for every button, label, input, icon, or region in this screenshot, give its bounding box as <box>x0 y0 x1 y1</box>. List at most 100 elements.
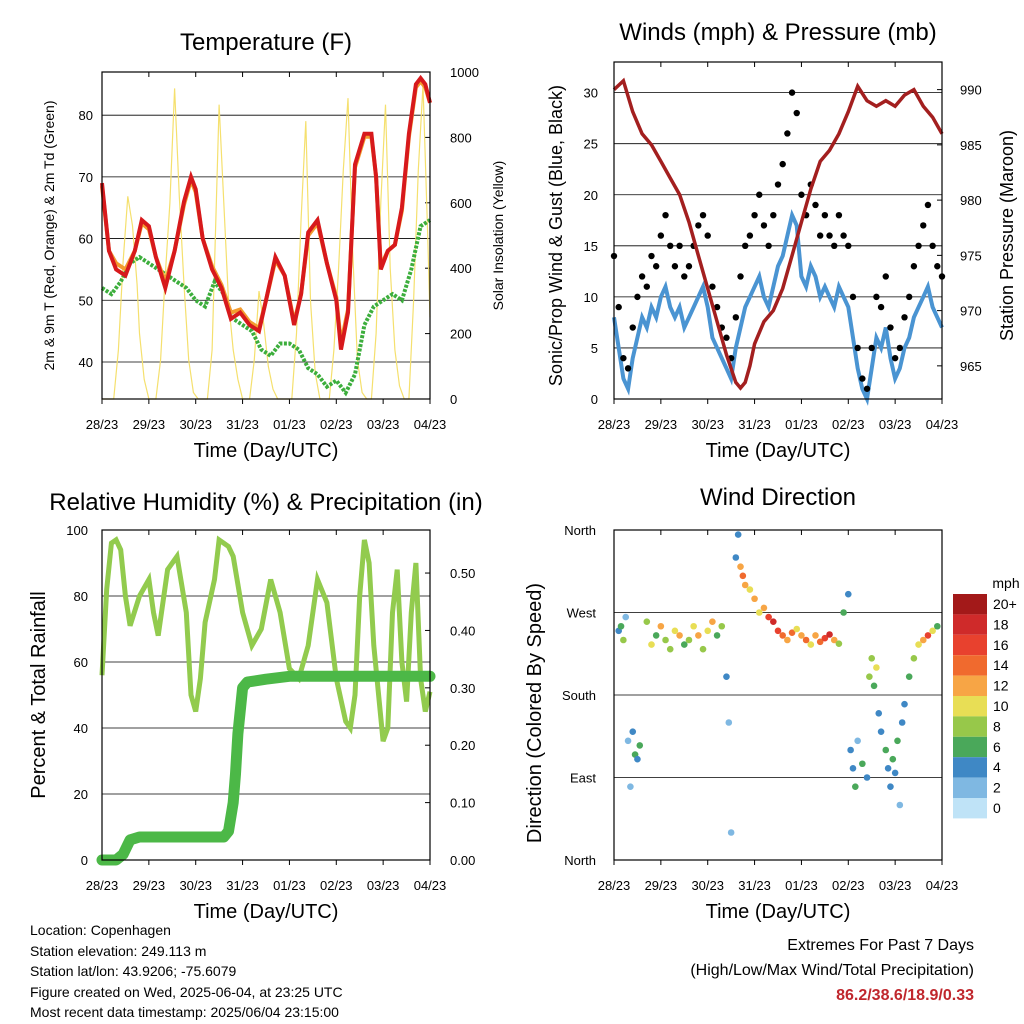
gust-point <box>667 242 674 250</box>
direction-point <box>727 829 735 836</box>
chart-title: Relative Humidity (%) & Precipitation (i… <box>49 489 482 516</box>
gust-point <box>882 273 889 280</box>
y-tick-label: 10 <box>584 290 598 305</box>
gust-point <box>742 242 749 250</box>
y2-axis-label: Solar Insolation (Yellow) <box>490 161 506 311</box>
chart-title: Winds (mph) & Pressure (mb) <box>619 19 936 46</box>
direction-point <box>798 632 805 639</box>
y2-tick-label: 200 <box>450 327 472 342</box>
legend-label: 8 <box>993 718 1001 734</box>
x-axis-label: Time (Day/UTC) <box>194 440 339 462</box>
chart-title: Temperature (F) <box>180 29 352 56</box>
legend-label: 0 <box>993 800 1001 816</box>
legend-swatch <box>953 696 987 717</box>
direction-point <box>802 636 810 644</box>
gust-point <box>746 232 754 239</box>
direction-point <box>807 641 815 648</box>
y2-tick-label: 1000 <box>450 65 479 80</box>
legend-title: mph <box>992 575 1019 591</box>
y-axis-label: Sonic/Prop Wind & Gust (Blue, Black) <box>546 85 566 386</box>
gust-point <box>643 283 650 290</box>
y-tick-label: 80 <box>79 108 93 123</box>
direction-point <box>643 618 651 625</box>
gust-point <box>920 222 927 229</box>
x-tick-label: 01/23 <box>273 417 306 432</box>
direction-point <box>830 636 838 644</box>
winds-chart: Winds (mph) & Pressure (mb) 28/23 29/23 30/… <box>546 19 1017 462</box>
gust-point <box>906 293 913 301</box>
x-tick-label: 31/23 <box>738 417 771 432</box>
direction-point <box>816 638 824 646</box>
legend-label: 12 <box>993 678 1009 694</box>
gust-point <box>910 263 918 270</box>
gust-point <box>681 273 688 280</box>
direction-point <box>784 636 791 644</box>
direction-point <box>732 554 740 561</box>
gust-point <box>671 263 679 270</box>
direction-point <box>704 627 712 635</box>
gust-point <box>756 191 763 198</box>
y-tick-label: West <box>567 606 597 621</box>
direction-point <box>760 604 768 612</box>
gust-point <box>784 130 791 137</box>
direction-chart: Wind Direction 28/23 29/23 30/23 31/23 01/23 0… <box>524 484 1020 923</box>
direction-point <box>863 774 871 781</box>
extremes-box: Extremes For Past 7 Days (High/Low/Max W… <box>690 933 974 1008</box>
legend-label: 20+ <box>993 596 1017 612</box>
direction-point <box>741 581 749 589</box>
direction-point <box>779 632 786 639</box>
y-tick-label: 20 <box>74 787 88 802</box>
gust-point <box>798 191 805 198</box>
direction-point <box>915 641 922 648</box>
y2-tick-label: 400 <box>450 261 472 276</box>
direction-point <box>919 636 927 644</box>
gust-point <box>868 344 875 352</box>
gust-point <box>699 211 707 219</box>
direction-point <box>835 640 843 647</box>
y-tick-label: 30 <box>584 86 598 101</box>
recent-timestamp: Most recent data timestamp: 2025/06/04 2… <box>30 1004 339 1021</box>
y-axis-label: Direction (Colored By Speed) <box>524 583 546 843</box>
y-tick-label: 40 <box>79 355 93 370</box>
y2-tick-label: 990 <box>960 83 982 98</box>
direction-point <box>713 632 721 639</box>
humidity-chart: Relative Humidity (%) & Precipitation (i… <box>28 489 483 923</box>
direction-point <box>627 783 634 790</box>
direction-point <box>870 682 878 690</box>
y2-axis-label: Station Pressure (Maroon) <box>997 130 1017 341</box>
direction-point <box>854 737 861 745</box>
direction-point <box>746 586 754 593</box>
y-tick-label: 15 <box>584 239 598 254</box>
direction-point <box>875 710 883 717</box>
direction-point <box>652 632 660 639</box>
gust-point <box>877 303 885 311</box>
precip-line <box>96 670 436 866</box>
extremes-subtitle: (High/Low/Max Wind/Total Precipitation) <box>690 962 974 979</box>
y-tick-label: East <box>570 771 596 786</box>
gust-point <box>685 263 693 270</box>
plot-frame <box>101 71 431 400</box>
pressure-line <box>612 77 944 391</box>
y-tick-label: 70 <box>79 170 93 185</box>
y-tick-label: 80 <box>74 589 88 604</box>
legend-label: 4 <box>993 759 1001 775</box>
x-tick-label: 04/23 <box>926 417 959 432</box>
y-tick-label: 0 <box>591 392 598 407</box>
x-tick-label: 02/23 <box>832 878 865 893</box>
direction-point <box>826 631 833 638</box>
y-tick-label: 0 <box>81 853 88 868</box>
direction-point <box>882 746 890 754</box>
y-axis-label: 2m & 9m T (Red, Orange) & 2m Td (Green) <box>41 101 57 371</box>
y2-tick-label: 985 <box>960 138 982 153</box>
y-tick-label: 25 <box>584 137 598 152</box>
x-tick-label: 01/23 <box>785 417 818 432</box>
y-tick-label: 5 <box>591 341 598 356</box>
gust-point <box>704 232 711 239</box>
legend-swatch <box>953 798 987 819</box>
gust-point <box>662 211 669 219</box>
gust-point <box>638 273 646 280</box>
insolation-line <box>102 85 431 400</box>
gust-point <box>821 211 829 219</box>
x-tick-label: 03/23 <box>879 878 912 893</box>
y2-tick-label: 0 <box>450 392 457 407</box>
